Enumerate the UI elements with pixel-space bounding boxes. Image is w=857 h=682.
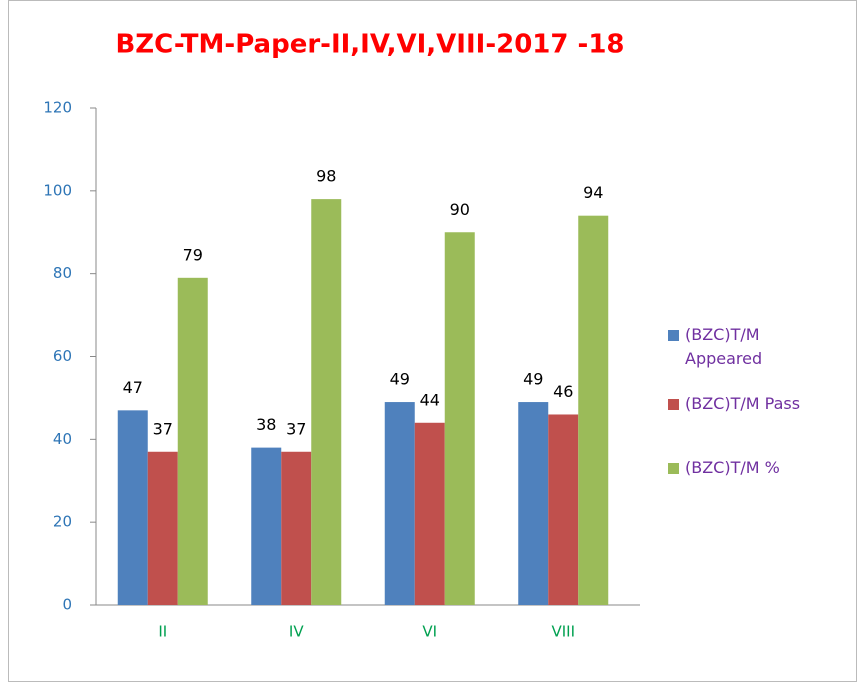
- data-label: 79: [183, 245, 203, 264]
- bar: [414, 422, 445, 605]
- bar: [384, 402, 415, 605]
- data-label: 37: [153, 419, 173, 438]
- bar: [117, 410, 148, 605]
- bar: [518, 402, 549, 605]
- data-label: 38: [256, 415, 276, 434]
- legend-label: (BZC)T/M %: [685, 458, 780, 477]
- x-tick-label: VIII: [551, 623, 575, 641]
- legend-label: (BZC)T/M Appeared: [685, 325, 763, 368]
- data-label: 94: [583, 183, 603, 202]
- chart-title: BZC-TM-Paper-II,IV,VI,VIII-2017 -18: [115, 30, 624, 60]
- bar: [311, 199, 342, 605]
- legend-swatch: [668, 399, 679, 410]
- bar: [251, 447, 282, 605]
- bar: [147, 451, 178, 605]
- legend-label: (BZC)T/M Pass: [685, 394, 801, 413]
- x-tick-label: IV: [289, 623, 304, 641]
- bar: [548, 414, 579, 605]
- y-tick-label: 0: [62, 596, 72, 614]
- data-label: 44: [420, 390, 440, 409]
- y-tick-label: 120: [43, 99, 72, 117]
- data-label: 47: [123, 378, 143, 397]
- legend-item: (BZC)T/M Appeared: [668, 323, 848, 371]
- y-tick-label: 60: [53, 347, 72, 365]
- x-tick-label: II: [158, 623, 167, 641]
- data-label: 98: [316, 167, 336, 186]
- y-tick-label: 20: [53, 513, 72, 531]
- data-label: 46: [553, 382, 573, 401]
- y-tick-label: 80: [53, 264, 72, 282]
- legend-item: (BZC)T/M Pass: [668, 392, 848, 416]
- bar: [281, 451, 312, 605]
- y-tick-label: 100: [43, 181, 72, 199]
- legend-item: (BZC)T/M %: [668, 456, 848, 480]
- legend-swatch: [668, 463, 679, 474]
- data-label: 49: [523, 370, 543, 389]
- x-tick-label: VI: [422, 623, 437, 641]
- legend-swatch: [668, 330, 679, 341]
- y-tick-label: 40: [53, 430, 72, 448]
- data-label: 90: [450, 200, 470, 219]
- bar: [177, 277, 208, 605]
- data-label: 37: [286, 419, 306, 438]
- data-label: 49: [390, 370, 410, 389]
- bar: [444, 232, 475, 605]
- bar: [578, 215, 609, 605]
